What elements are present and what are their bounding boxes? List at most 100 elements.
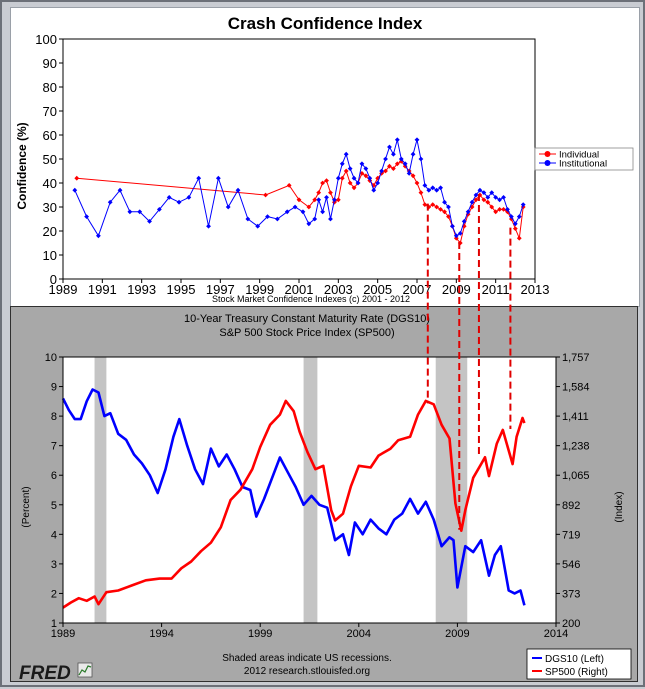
chart1-point-institutional	[371, 187, 377, 193]
chart1-point-institutional	[457, 231, 463, 236]
chart1-point-institutional	[422, 183, 428, 188]
chart1-point-individual	[457, 240, 463, 246]
chart2-ytick-left-label: 8	[51, 411, 57, 423]
chart1-point-institutional	[176, 199, 182, 205]
chart1-point-institutional	[196, 175, 202, 181]
chart1-point-institutional	[453, 233, 459, 239]
chart2-xtick-label: 1989	[51, 628, 75, 640]
fred-logo-graph-icon	[77, 662, 93, 678]
chart2-xtick-label: 1999	[248, 628, 272, 640]
chart1-xtick-label: 2007	[403, 282, 432, 297]
chart1-point-institutional	[363, 166, 369, 171]
chart1-point-individual	[414, 180, 420, 186]
chart1-point-institutional	[166, 195, 172, 200]
chart1-point-institutional	[394, 137, 400, 143]
chart1-point-individual	[343, 168, 349, 174]
chart2-ytick-left-label: 10	[45, 352, 57, 364]
chart1-point-individual	[422, 202, 428, 207]
chart1-point-institutional	[489, 190, 495, 195]
chart1-point-institutional	[332, 197, 337, 203]
chart1-point-institutional	[426, 187, 432, 193]
chart2-ytick-right-label: 1,065	[562, 470, 590, 482]
chart1-point-institutional	[72, 187, 78, 193]
chart1-point-individual	[296, 197, 302, 203]
chart1-point-institutional	[300, 209, 306, 215]
chart1-point-individual	[446, 214, 451, 219]
chart1-xtick-label: 1989	[49, 282, 78, 297]
chart1-point-institutional	[383, 156, 388, 162]
chart1-legend-box	[534, 147, 634, 171]
chart1-point-institutional	[137, 209, 143, 215]
recession-band	[303, 357, 318, 623]
chart1-point-institutional	[501, 195, 506, 200]
chart1-point-institutional	[406, 171, 412, 176]
chart1-point-institutional	[414, 137, 420, 143]
chart2-xtick-label: 2004	[347, 628, 371, 640]
recession-band	[435, 357, 468, 623]
chart1-point-institutional	[292, 204, 298, 210]
chart2-ytick-left-label: 3	[51, 559, 57, 571]
chart1-point-institutional	[516, 214, 522, 219]
chart1-point-individual	[263, 192, 268, 198]
chart1-point-institutional	[355, 180, 361, 186]
chart2-ytick-left-label: 2	[51, 588, 57, 600]
chart1-point-individual	[328, 190, 333, 195]
chart1-point-individual	[286, 183, 292, 188]
chart1-point-institutional	[274, 216, 280, 222]
chart1-point-individual	[363, 173, 369, 179]
chart1-legend-marker	[544, 151, 551, 157]
chart1-point-institutional	[398, 156, 404, 162]
chart1-point-institutional	[255, 223, 261, 229]
chart1-xtick-label: 2009	[442, 282, 471, 297]
chart1-point-individual	[418, 190, 424, 195]
chart1-point-institutional	[485, 195, 491, 200]
chart1-ytick-label: 40	[43, 176, 57, 191]
chart1-xtick-label: 2001	[285, 282, 314, 297]
chart1-point-individual	[426, 204, 432, 210]
chart1-point-individual	[359, 171, 365, 176]
chart2-ytick-left-label: 5	[51, 500, 57, 512]
chart1-xlabel: Stock Market Confidence Indexes (c) 2001…	[212, 294, 410, 304]
chart1-point-institutional	[84, 214, 89, 219]
chart1-point-individual	[442, 209, 447, 215]
chart1-point-institutional	[509, 214, 514, 219]
chart1-point-individual	[339, 175, 345, 181]
chart1-point-institutional	[481, 190, 487, 195]
chart1-ytick-label: 100	[35, 32, 57, 47]
chart2-subtitle: S&P 500 Stock Price Index (SP500)	[219, 327, 394, 339]
chart2-ytick-left-label: 4	[51, 529, 57, 541]
chart1-xtick-label: 1993	[127, 282, 156, 297]
chart1-point-individual	[410, 173, 416, 179]
chart2-ytick-right-label: 546	[562, 559, 580, 571]
chart1-point-individual	[347, 180, 353, 186]
chart1-ytick-label: 90	[43, 56, 57, 71]
chart1-point-individual	[493, 209, 499, 215]
chart1-point-institutional	[379, 168, 384, 174]
chart1-xtick-label: 1999	[245, 282, 274, 297]
chart1-point-institutional	[107, 199, 113, 205]
chart1-point-individual	[306, 204, 312, 210]
chart1-series-line-individual	[76, 160, 524, 245]
chart1-xtick-label: 1991	[88, 282, 117, 297]
chart1-ytick-label: 80	[43, 80, 57, 95]
chart1-point-individual	[335, 197, 341, 203]
chart1-point-institutional	[520, 202, 526, 207]
chart1-point-individual	[383, 168, 388, 174]
footer-line-1: Shaded areas indicate US recessions.	[222, 653, 392, 664]
chart1-xtick-label: 1997	[206, 282, 235, 297]
chart2-y2label: (Index)	[614, 491, 625, 522]
chart2-legend-label: SP500 (Right)	[545, 667, 608, 678]
chart1-xtick-label: 2005	[363, 282, 392, 297]
chart1-point-institutional	[450, 223, 455, 229]
chart1-ylabel: Confidence (%)	[15, 122, 29, 209]
chart2-ytick-right-label: 1,757	[562, 352, 590, 364]
chart1-point-institutional	[328, 216, 333, 222]
chart1-point-institutional	[375, 180, 381, 186]
recession-band	[94, 357, 107, 623]
fred-logo-line-icon	[78, 665, 92, 676]
chart1-point-institutional	[306, 221, 312, 227]
chart1-point-institutional	[147, 219, 152, 224]
chart2-ytick-right-label: 892	[562, 500, 580, 512]
